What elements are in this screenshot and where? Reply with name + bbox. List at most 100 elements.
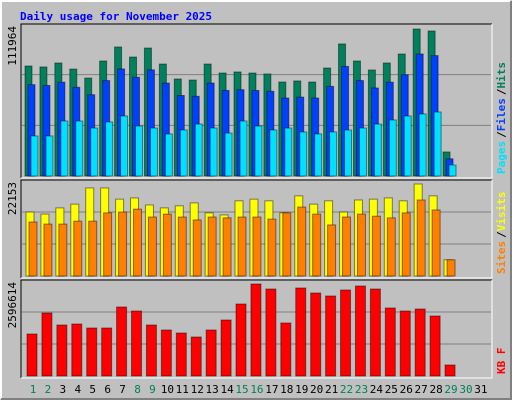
bar bbox=[358, 127, 367, 177]
x-tick-label: 28 bbox=[429, 383, 442, 396]
x-tick-label: 25 bbox=[385, 383, 398, 396]
x-tick-label: 11 bbox=[176, 383, 189, 396]
bar bbox=[207, 216, 217, 277]
bar bbox=[220, 319, 232, 377]
bar bbox=[384, 307, 396, 377]
bar bbox=[175, 332, 187, 377]
bar bbox=[58, 223, 68, 277]
bar bbox=[433, 111, 442, 177]
bar bbox=[297, 206, 307, 277]
legend-separator: / bbox=[495, 131, 508, 138]
bar bbox=[101, 327, 113, 377]
bar bbox=[149, 127, 158, 177]
x-tick-label: 14 bbox=[220, 383, 234, 396]
bar bbox=[73, 220, 83, 277]
bar bbox=[401, 212, 411, 277]
bar bbox=[135, 125, 144, 177]
bar bbox=[340, 289, 352, 377]
bar bbox=[224, 132, 233, 177]
bar bbox=[431, 209, 441, 277]
x-tick-label: 29 bbox=[444, 383, 457, 396]
bar bbox=[60, 120, 69, 177]
bar bbox=[56, 324, 68, 377]
bar bbox=[45, 135, 54, 177]
x-tick-label: 20 bbox=[310, 383, 323, 396]
bar bbox=[237, 216, 247, 277]
bar bbox=[269, 129, 278, 177]
bar bbox=[356, 213, 366, 277]
bar bbox=[86, 327, 98, 377]
bar bbox=[386, 217, 396, 277]
x-tick-label: 17 bbox=[265, 383, 278, 396]
legend-entry: KB F bbox=[495, 348, 508, 375]
bar bbox=[71, 323, 83, 377]
bar bbox=[90, 127, 99, 177]
bar bbox=[254, 125, 263, 177]
bar bbox=[160, 329, 172, 377]
bar bbox=[444, 364, 456, 377]
bar bbox=[147, 216, 157, 277]
x-tick-label: 26 bbox=[400, 383, 413, 396]
bar bbox=[310, 292, 322, 377]
bar bbox=[105, 121, 114, 177]
bar bbox=[133, 208, 143, 277]
x-tick-label: 19 bbox=[295, 383, 308, 396]
bar bbox=[327, 224, 337, 277]
panel-edge-light bbox=[21, 24, 493, 179]
legend: Pages/Files/Hits bbox=[495, 62, 508, 174]
bar bbox=[373, 123, 382, 177]
bar bbox=[414, 308, 426, 377]
x-tick-label: 23 bbox=[355, 383, 368, 396]
bar bbox=[267, 218, 277, 277]
bar bbox=[282, 212, 292, 277]
x-tick-label: 3 bbox=[60, 383, 67, 396]
x-tick-label: 9 bbox=[149, 383, 156, 396]
legend-entry: Hits bbox=[495, 62, 508, 89]
bar bbox=[235, 303, 247, 377]
bar bbox=[131, 310, 143, 377]
legend-entry: Files bbox=[495, 98, 508, 131]
x-tick-label: 12 bbox=[191, 383, 204, 396]
bar bbox=[177, 216, 187, 277]
bar bbox=[43, 223, 53, 277]
x-tick-label: 1 bbox=[30, 383, 37, 396]
bar bbox=[209, 127, 218, 177]
bar bbox=[448, 164, 457, 177]
bar bbox=[41, 312, 53, 377]
bar bbox=[162, 213, 172, 277]
panel-edge-dark bbox=[20, 23, 492, 178]
bar bbox=[369, 288, 381, 377]
bar bbox=[116, 306, 128, 377]
bar bbox=[205, 329, 217, 377]
x-tick-label: 7 bbox=[119, 383, 126, 396]
x-tick-label: 2 bbox=[45, 383, 52, 396]
y-max-label: 2596614 bbox=[6, 282, 19, 329]
panel-edge-dark bbox=[20, 279, 492, 378]
legend-entry: Visits bbox=[495, 192, 508, 232]
bar bbox=[103, 212, 113, 277]
bar bbox=[429, 315, 441, 377]
bar bbox=[371, 215, 381, 277]
x-tick-label: 5 bbox=[89, 383, 96, 396]
panel-edge-light bbox=[21, 280, 493, 379]
legend: KB F bbox=[495, 348, 508, 375]
x-tick-label: 16 bbox=[250, 383, 263, 396]
x-tick-label: 30 bbox=[459, 383, 472, 396]
legend-separator: / bbox=[495, 231, 508, 238]
bar bbox=[145, 324, 157, 377]
x-tick-label: 10 bbox=[161, 383, 174, 396]
chart-title: Daily usage for November 2025 bbox=[20, 10, 212, 23]
x-tick-label: 6 bbox=[104, 383, 111, 396]
bar bbox=[192, 219, 202, 277]
bar bbox=[354, 285, 366, 377]
bar bbox=[265, 288, 277, 377]
x-tick-label: 4 bbox=[74, 383, 81, 396]
bar bbox=[344, 129, 353, 177]
bar bbox=[295, 287, 307, 377]
x-tick-label: 13 bbox=[206, 383, 219, 396]
bar bbox=[342, 216, 352, 277]
